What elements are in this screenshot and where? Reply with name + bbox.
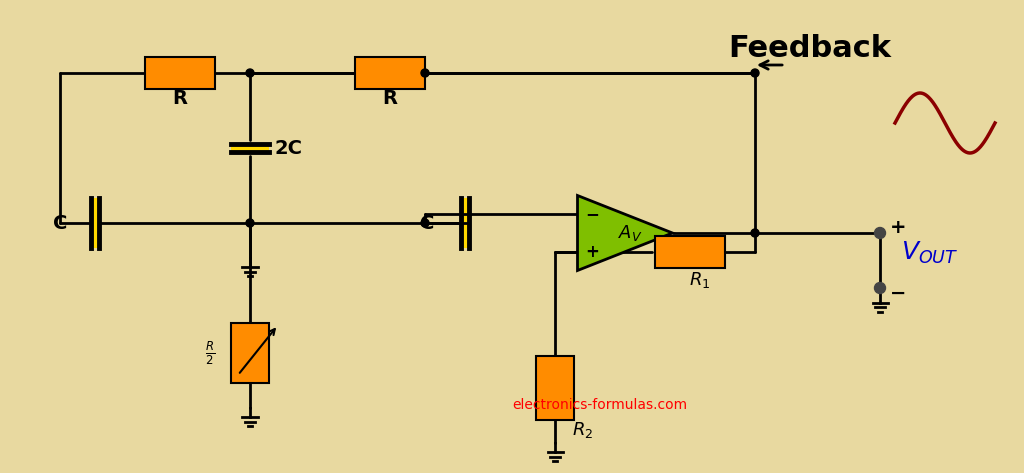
Bar bbox=[91, 198, 99, 248]
Text: +: + bbox=[586, 243, 599, 261]
Bar bbox=[355, 57, 425, 89]
Bar bbox=[461, 198, 469, 248]
Circle shape bbox=[874, 228, 886, 238]
Text: $A_V$: $A_V$ bbox=[617, 223, 642, 243]
Text: −: − bbox=[586, 205, 599, 223]
Text: $V_{OUT}$: $V_{OUT}$ bbox=[901, 240, 958, 266]
Bar bbox=[145, 57, 215, 89]
Bar bbox=[231, 323, 269, 383]
Text: $R_1$: $R_1$ bbox=[689, 270, 711, 290]
Text: electronics-formulas.com: electronics-formulas.com bbox=[512, 397, 687, 412]
Bar bbox=[536, 356, 574, 420]
Text: R: R bbox=[172, 88, 187, 107]
Circle shape bbox=[246, 219, 254, 227]
Circle shape bbox=[751, 69, 759, 77]
Text: $R_2$: $R_2$ bbox=[572, 420, 594, 440]
Circle shape bbox=[246, 69, 254, 77]
Text: −: − bbox=[890, 283, 906, 303]
Text: +: + bbox=[890, 218, 906, 236]
Text: R: R bbox=[383, 88, 397, 107]
Circle shape bbox=[874, 282, 886, 294]
Bar bbox=[655, 236, 725, 268]
Text: $\frac{R}{2}$: $\frac{R}{2}$ bbox=[205, 339, 215, 367]
Circle shape bbox=[421, 69, 429, 77]
Text: C: C bbox=[53, 213, 68, 233]
Circle shape bbox=[421, 219, 429, 227]
Text: Feedback: Feedback bbox=[728, 34, 892, 62]
Polygon shape bbox=[578, 195, 673, 271]
Text: 2C: 2C bbox=[274, 139, 302, 158]
Circle shape bbox=[751, 229, 759, 237]
Bar bbox=[231, 144, 269, 152]
Text: C: C bbox=[420, 213, 434, 233]
